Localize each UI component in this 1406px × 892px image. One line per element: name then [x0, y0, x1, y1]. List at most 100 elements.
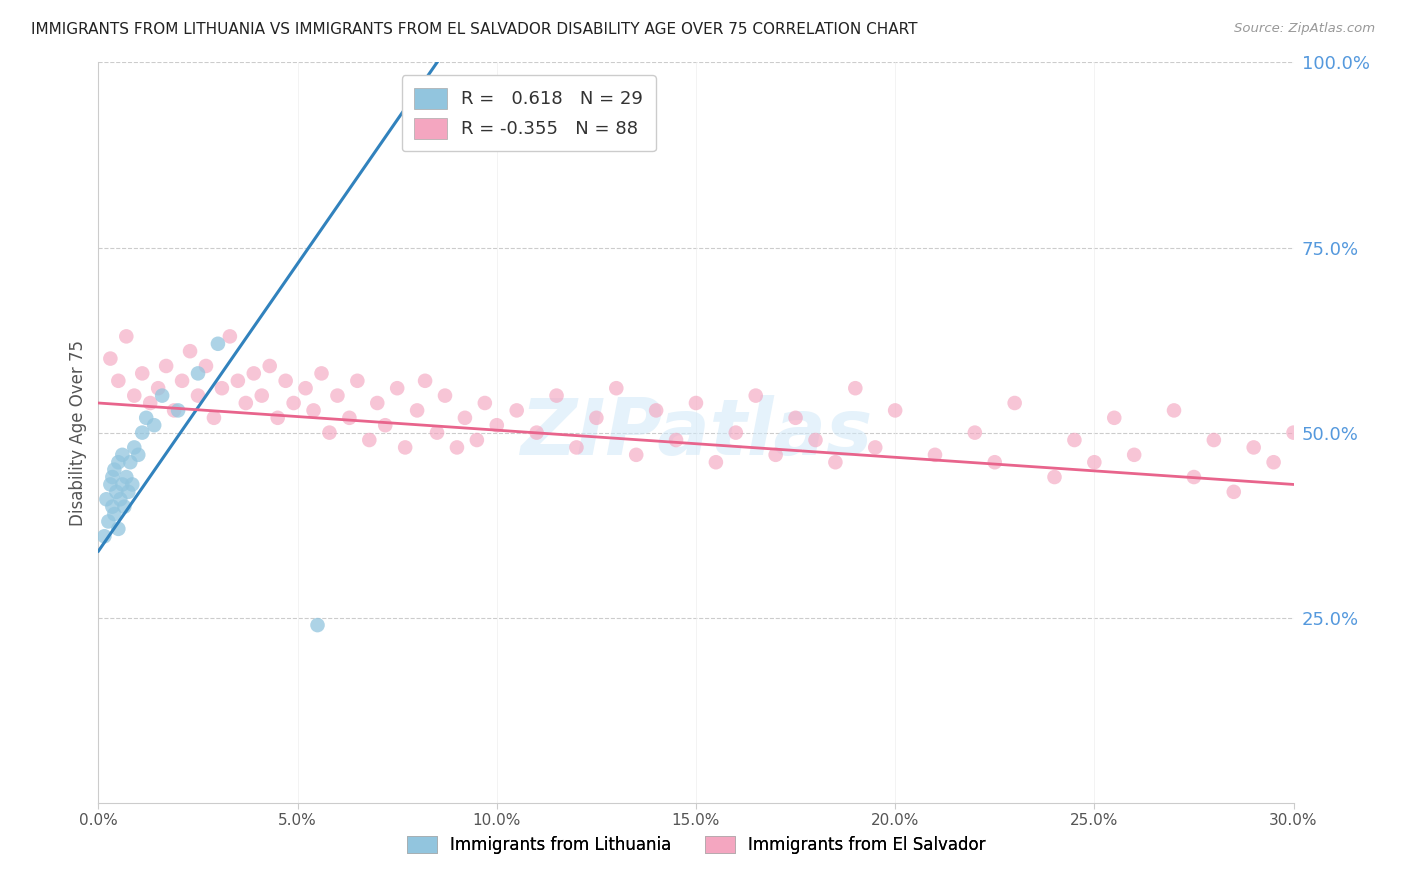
- Point: [163, 403, 186, 417]
- Point: [226, 374, 249, 388]
- Point: [93, 529, 115, 543]
- Point: [963, 425, 986, 440]
- Point: [1243, 441, 1265, 455]
- Point: [117, 484, 139, 499]
- Point: [1063, 433, 1085, 447]
- Point: [446, 441, 468, 455]
- Point: [131, 367, 153, 381]
- Point: [824, 455, 846, 469]
- Text: IMMIGRANTS FROM LITHUANIA VS IMMIGRANTS FROM EL SALVADOR DISABILITY AGE OVER 75 : IMMIGRANTS FROM LITHUANIA VS IMMIGRANTS …: [31, 22, 918, 37]
- Point: [1263, 455, 1285, 469]
- Point: [339, 410, 361, 425]
- Point: [1382, 477, 1405, 491]
- Point: [207, 336, 229, 351]
- Point: [326, 388, 349, 402]
- Point: [124, 441, 146, 455]
- Point: [274, 374, 297, 388]
- Point: [1123, 448, 1146, 462]
- Point: [195, 359, 218, 373]
- Point: [103, 507, 125, 521]
- Point: [311, 367, 333, 381]
- Point: [155, 359, 177, 373]
- Point: [626, 448, 648, 462]
- Point: [1302, 477, 1324, 491]
- Point: [426, 425, 449, 440]
- Point: [366, 396, 388, 410]
- Text: Source: ZipAtlas.com: Source: ZipAtlas.com: [1234, 22, 1375, 36]
- Point: [865, 441, 887, 455]
- Point: [1104, 410, 1126, 425]
- Point: [121, 477, 143, 491]
- Point: [685, 396, 707, 410]
- Point: [645, 403, 668, 417]
- Point: [107, 374, 129, 388]
- Point: [101, 470, 124, 484]
- Point: [1322, 448, 1344, 462]
- Point: [302, 403, 325, 417]
- Point: [139, 396, 162, 410]
- Point: [1282, 425, 1305, 440]
- Point: [506, 403, 529, 417]
- Point: [1083, 455, 1105, 469]
- Point: [1402, 455, 1406, 469]
- Point: [131, 425, 153, 440]
- Point: [250, 388, 273, 402]
- Text: ZIPatlas: ZIPatlas: [520, 394, 872, 471]
- Point: [127, 448, 149, 462]
- Point: [283, 396, 305, 410]
- Point: [434, 388, 457, 402]
- Point: [359, 433, 381, 447]
- Point: [202, 410, 225, 425]
- Point: [394, 441, 416, 455]
- Point: [235, 396, 257, 410]
- Point: [406, 403, 429, 417]
- Point: [605, 381, 627, 395]
- Point: [526, 425, 548, 440]
- Point: [546, 388, 568, 402]
- Point: [745, 388, 768, 402]
- Point: [1043, 470, 1066, 484]
- Point: [179, 344, 201, 359]
- Point: [115, 470, 138, 484]
- Point: [1343, 470, 1365, 484]
- Point: [112, 500, 135, 514]
- Point: [374, 418, 396, 433]
- Point: [1182, 470, 1205, 484]
- Point: [105, 484, 128, 499]
- Point: [103, 462, 125, 476]
- Point: [167, 403, 190, 417]
- Point: [111, 477, 134, 491]
- Point: [346, 374, 368, 388]
- Point: [120, 455, 142, 469]
- Point: [665, 433, 688, 447]
- Legend: Immigrants from Lithuania, Immigrants from El Salvador: Immigrants from Lithuania, Immigrants fr…: [399, 830, 993, 861]
- Point: [785, 410, 807, 425]
- Point: [924, 448, 946, 462]
- Point: [804, 433, 827, 447]
- Y-axis label: Disability Age Over 75: Disability Age Over 75: [69, 340, 87, 525]
- Point: [97, 515, 120, 529]
- Point: [884, 403, 907, 417]
- Point: [454, 410, 477, 425]
- Point: [385, 381, 409, 395]
- Point: [485, 418, 508, 433]
- Point: [96, 492, 118, 507]
- Point: [219, 329, 242, 343]
- Point: [211, 381, 233, 395]
- Point: [187, 388, 209, 402]
- Point: [984, 455, 1007, 469]
- Point: [150, 388, 173, 402]
- Point: [724, 425, 747, 440]
- Point: [1223, 484, 1246, 499]
- Point: [135, 410, 157, 425]
- Point: [101, 500, 124, 514]
- Point: [98, 351, 122, 366]
- Point: [98, 477, 122, 491]
- Point: [318, 425, 340, 440]
- Point: [765, 448, 787, 462]
- Point: [585, 410, 607, 425]
- Point: [413, 374, 436, 388]
- Point: [110, 492, 132, 507]
- Point: [107, 522, 129, 536]
- Point: [115, 329, 138, 343]
